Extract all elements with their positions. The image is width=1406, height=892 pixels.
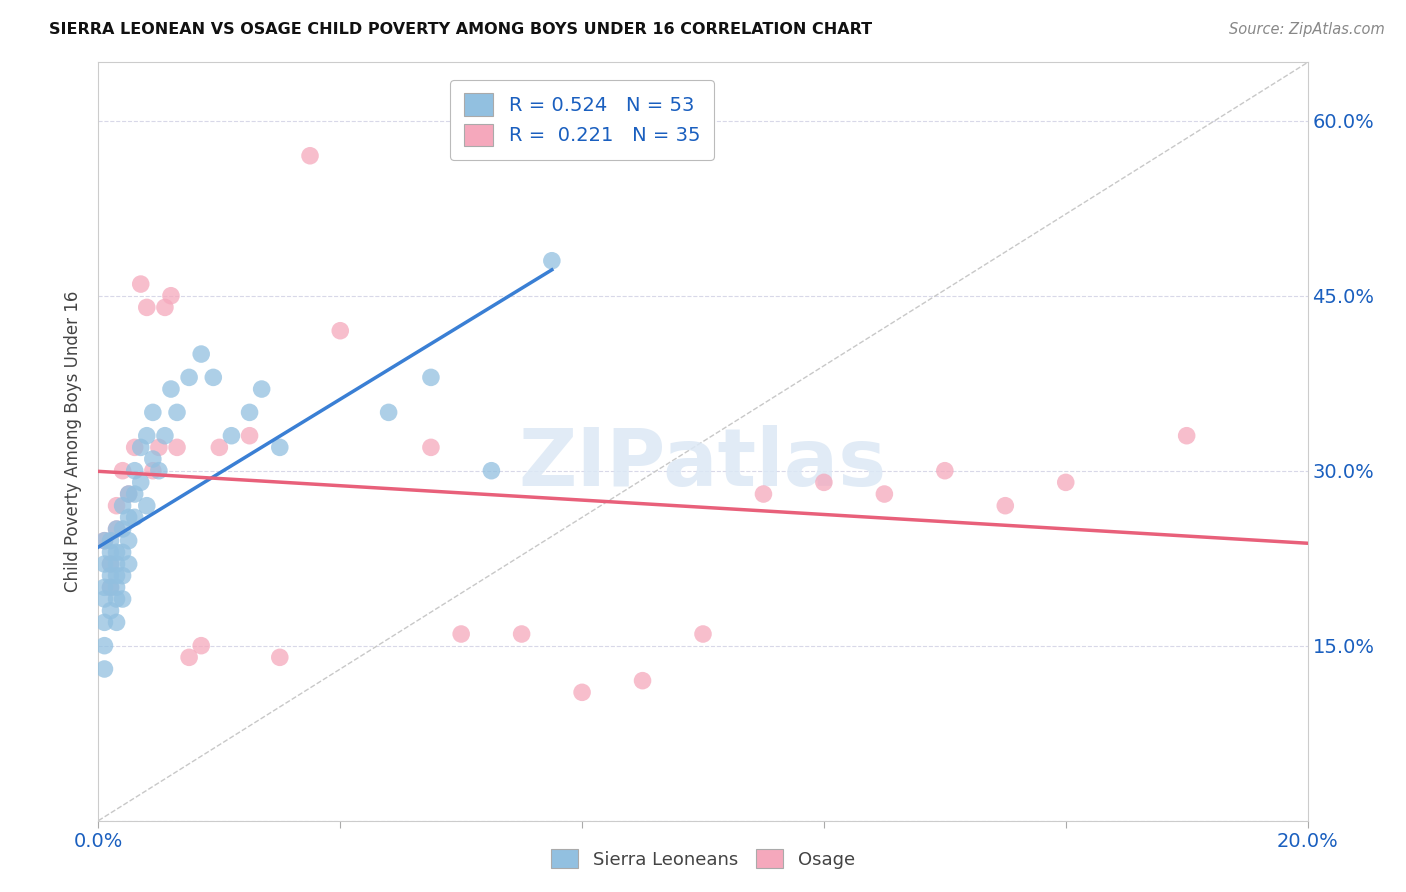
Point bbox=[135, 301, 157, 315]
Point bbox=[269, 441, 291, 455]
Point bbox=[111, 592, 134, 607]
Point bbox=[631, 673, 654, 688]
Point bbox=[148, 441, 170, 455]
Point bbox=[124, 510, 146, 524]
Point bbox=[153, 301, 176, 315]
Point bbox=[239, 405, 262, 419]
Point bbox=[420, 441, 443, 455]
Point bbox=[1175, 428, 1198, 442]
Point bbox=[135, 499, 157, 513]
Text: SIERRA LEONEAN VS OSAGE CHILD POVERTY AMONG BOYS UNDER 16 CORRELATION CHART: SIERRA LEONEAN VS OSAGE CHILD POVERTY AM… bbox=[49, 22, 872, 37]
Point bbox=[153, 428, 176, 442]
Point bbox=[93, 580, 115, 594]
Point bbox=[208, 441, 231, 455]
Point bbox=[142, 452, 165, 467]
Point bbox=[93, 662, 115, 676]
Point bbox=[111, 522, 134, 536]
Point bbox=[129, 475, 152, 490]
Point bbox=[93, 533, 115, 548]
Point bbox=[510, 627, 533, 641]
Point bbox=[118, 510, 141, 524]
Point bbox=[269, 650, 291, 665]
Point bbox=[135, 428, 157, 442]
Point bbox=[100, 557, 122, 571]
Point bbox=[93, 639, 115, 653]
Point bbox=[166, 441, 188, 455]
Legend: Sierra Leoneans, Osage: Sierra Leoneans, Osage bbox=[544, 841, 862, 876]
Point bbox=[124, 464, 146, 478]
Point bbox=[571, 685, 593, 699]
Y-axis label: Child Poverty Among Boys Under 16: Child Poverty Among Boys Under 16 bbox=[65, 291, 83, 592]
Point bbox=[813, 475, 835, 490]
Point bbox=[692, 627, 714, 641]
Point bbox=[221, 428, 243, 442]
Text: Source: ZipAtlas.com: Source: ZipAtlas.com bbox=[1229, 22, 1385, 37]
Point bbox=[111, 499, 134, 513]
Point bbox=[111, 568, 134, 582]
Point bbox=[481, 464, 503, 478]
Point bbox=[118, 487, 141, 501]
Point bbox=[142, 405, 165, 419]
Point bbox=[299, 149, 322, 163]
Point bbox=[179, 650, 201, 665]
Text: ZIPatlas: ZIPatlas bbox=[519, 425, 887, 503]
Point bbox=[934, 464, 956, 478]
Point bbox=[105, 522, 128, 536]
Point bbox=[752, 487, 775, 501]
Point bbox=[377, 405, 399, 419]
Point bbox=[93, 592, 115, 607]
Point bbox=[190, 639, 212, 653]
Point bbox=[124, 487, 146, 501]
Point bbox=[420, 370, 443, 384]
Point bbox=[93, 533, 115, 548]
Point bbox=[129, 277, 152, 291]
Point bbox=[93, 615, 115, 630]
Point bbox=[1054, 475, 1077, 490]
Point bbox=[540, 253, 562, 268]
Point bbox=[179, 370, 201, 384]
Point bbox=[450, 627, 472, 641]
Point bbox=[100, 557, 122, 571]
Point bbox=[100, 580, 122, 594]
Point bbox=[105, 592, 128, 607]
Point bbox=[105, 568, 128, 582]
Point bbox=[118, 557, 141, 571]
Point bbox=[111, 464, 134, 478]
Point bbox=[105, 580, 128, 594]
Point bbox=[190, 347, 212, 361]
Point bbox=[160, 289, 183, 303]
Point bbox=[329, 324, 352, 338]
Point bbox=[100, 533, 122, 548]
Point bbox=[129, 441, 152, 455]
Point bbox=[873, 487, 896, 501]
Point bbox=[118, 533, 141, 548]
Point bbox=[105, 557, 128, 571]
Legend: R = 0.524   N = 53, R =  0.221   N = 35: R = 0.524 N = 53, R = 0.221 N = 35 bbox=[450, 79, 714, 160]
Point bbox=[105, 522, 128, 536]
Point bbox=[100, 580, 122, 594]
Point bbox=[105, 615, 128, 630]
Point bbox=[202, 370, 225, 384]
Point bbox=[124, 441, 146, 455]
Point bbox=[142, 464, 165, 478]
Point bbox=[100, 568, 122, 582]
Point bbox=[994, 499, 1017, 513]
Point bbox=[250, 382, 273, 396]
Point bbox=[105, 545, 128, 559]
Point bbox=[148, 464, 170, 478]
Point bbox=[100, 545, 122, 559]
Point bbox=[239, 428, 262, 442]
Point bbox=[111, 545, 134, 559]
Point bbox=[166, 405, 188, 419]
Point bbox=[105, 499, 128, 513]
Point bbox=[118, 487, 141, 501]
Point bbox=[93, 557, 115, 571]
Point bbox=[100, 604, 122, 618]
Point bbox=[160, 382, 183, 396]
